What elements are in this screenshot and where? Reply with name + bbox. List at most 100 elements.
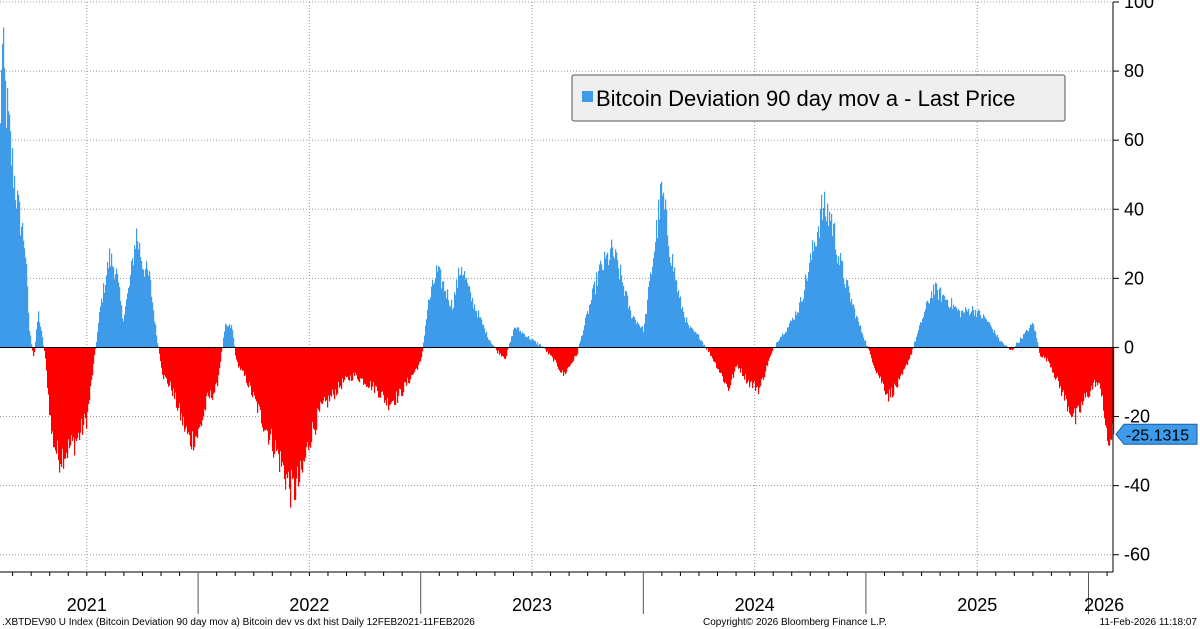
bar xyxy=(854,308,856,348)
bar xyxy=(599,264,601,348)
bar xyxy=(1022,338,1024,348)
bar xyxy=(791,321,793,348)
bar xyxy=(872,347,874,363)
bar xyxy=(546,347,548,353)
bar xyxy=(240,347,242,371)
bar xyxy=(84,347,86,414)
bar xyxy=(238,347,240,368)
bar xyxy=(903,347,905,370)
bar xyxy=(479,317,481,348)
bar xyxy=(328,347,330,396)
bar xyxy=(520,330,522,348)
bar xyxy=(166,347,168,379)
bar xyxy=(292,347,294,480)
bar xyxy=(770,347,772,356)
bar xyxy=(1046,347,1048,362)
bar xyxy=(471,301,473,348)
bar xyxy=(525,337,527,348)
bar xyxy=(835,249,837,348)
bar xyxy=(388,347,390,411)
bar xyxy=(302,347,304,473)
bar xyxy=(1093,347,1095,383)
bar xyxy=(411,347,413,376)
bar xyxy=(687,322,689,348)
bar xyxy=(403,347,405,393)
bar xyxy=(5,80,7,348)
bar xyxy=(782,333,784,348)
bar xyxy=(87,347,89,413)
bar xyxy=(339,347,341,388)
bar xyxy=(613,256,615,348)
bar xyxy=(1079,347,1081,413)
bar xyxy=(321,347,323,404)
bar xyxy=(744,347,746,380)
bar xyxy=(395,347,397,405)
bar xyxy=(1099,347,1101,384)
bar xyxy=(891,347,893,388)
bar xyxy=(551,347,553,356)
bar xyxy=(501,347,503,357)
bar xyxy=(639,325,641,348)
bar xyxy=(46,347,48,371)
bar xyxy=(159,347,161,354)
bar xyxy=(251,347,253,396)
last-value-tag: -25.1315 xyxy=(1115,423,1198,445)
bar xyxy=(24,248,26,348)
bar xyxy=(927,300,929,348)
bar xyxy=(444,291,446,348)
bar xyxy=(136,228,138,348)
bar xyxy=(517,327,519,348)
bar xyxy=(82,347,84,435)
bar xyxy=(274,347,276,454)
bar xyxy=(383,347,385,396)
bar xyxy=(284,347,286,480)
bar xyxy=(1027,330,1029,348)
bar xyxy=(765,347,767,372)
bar xyxy=(312,347,314,423)
bar xyxy=(747,347,749,383)
bar xyxy=(810,253,812,348)
bar xyxy=(1003,343,1005,348)
bar xyxy=(502,347,504,356)
bar xyxy=(991,327,993,348)
bar xyxy=(232,330,234,348)
bar xyxy=(52,347,54,432)
bar xyxy=(430,297,432,348)
bar xyxy=(974,315,976,348)
bar xyxy=(521,333,523,348)
bar xyxy=(842,261,844,348)
bar xyxy=(41,330,43,348)
bar xyxy=(590,303,592,348)
bar xyxy=(983,314,985,348)
bar xyxy=(1089,347,1091,397)
bar xyxy=(1068,347,1070,407)
bar xyxy=(592,288,594,348)
bar xyxy=(776,342,778,348)
bar xyxy=(175,347,177,393)
bar xyxy=(798,312,800,348)
bar xyxy=(196,347,198,437)
bar xyxy=(264,347,266,431)
legend-label: Bitcoin Deviation 90 day mov a - Last Pr… xyxy=(596,86,1015,111)
bar xyxy=(909,347,911,359)
bar xyxy=(1013,347,1015,349)
bar xyxy=(563,347,565,377)
bar xyxy=(720,347,722,373)
bar xyxy=(410,347,412,380)
bar xyxy=(371,347,373,391)
bar xyxy=(362,347,364,379)
bar xyxy=(144,276,146,348)
bar xyxy=(908,347,910,361)
bar xyxy=(372,347,374,387)
bar xyxy=(17,190,19,348)
bar xyxy=(1047,347,1049,359)
bar xyxy=(725,347,727,382)
bar xyxy=(458,267,460,348)
bar xyxy=(539,344,541,348)
bar xyxy=(1036,338,1038,348)
bar xyxy=(975,310,977,348)
bar xyxy=(352,347,354,381)
bar xyxy=(77,347,79,439)
bar xyxy=(57,347,59,441)
bar xyxy=(453,307,455,348)
